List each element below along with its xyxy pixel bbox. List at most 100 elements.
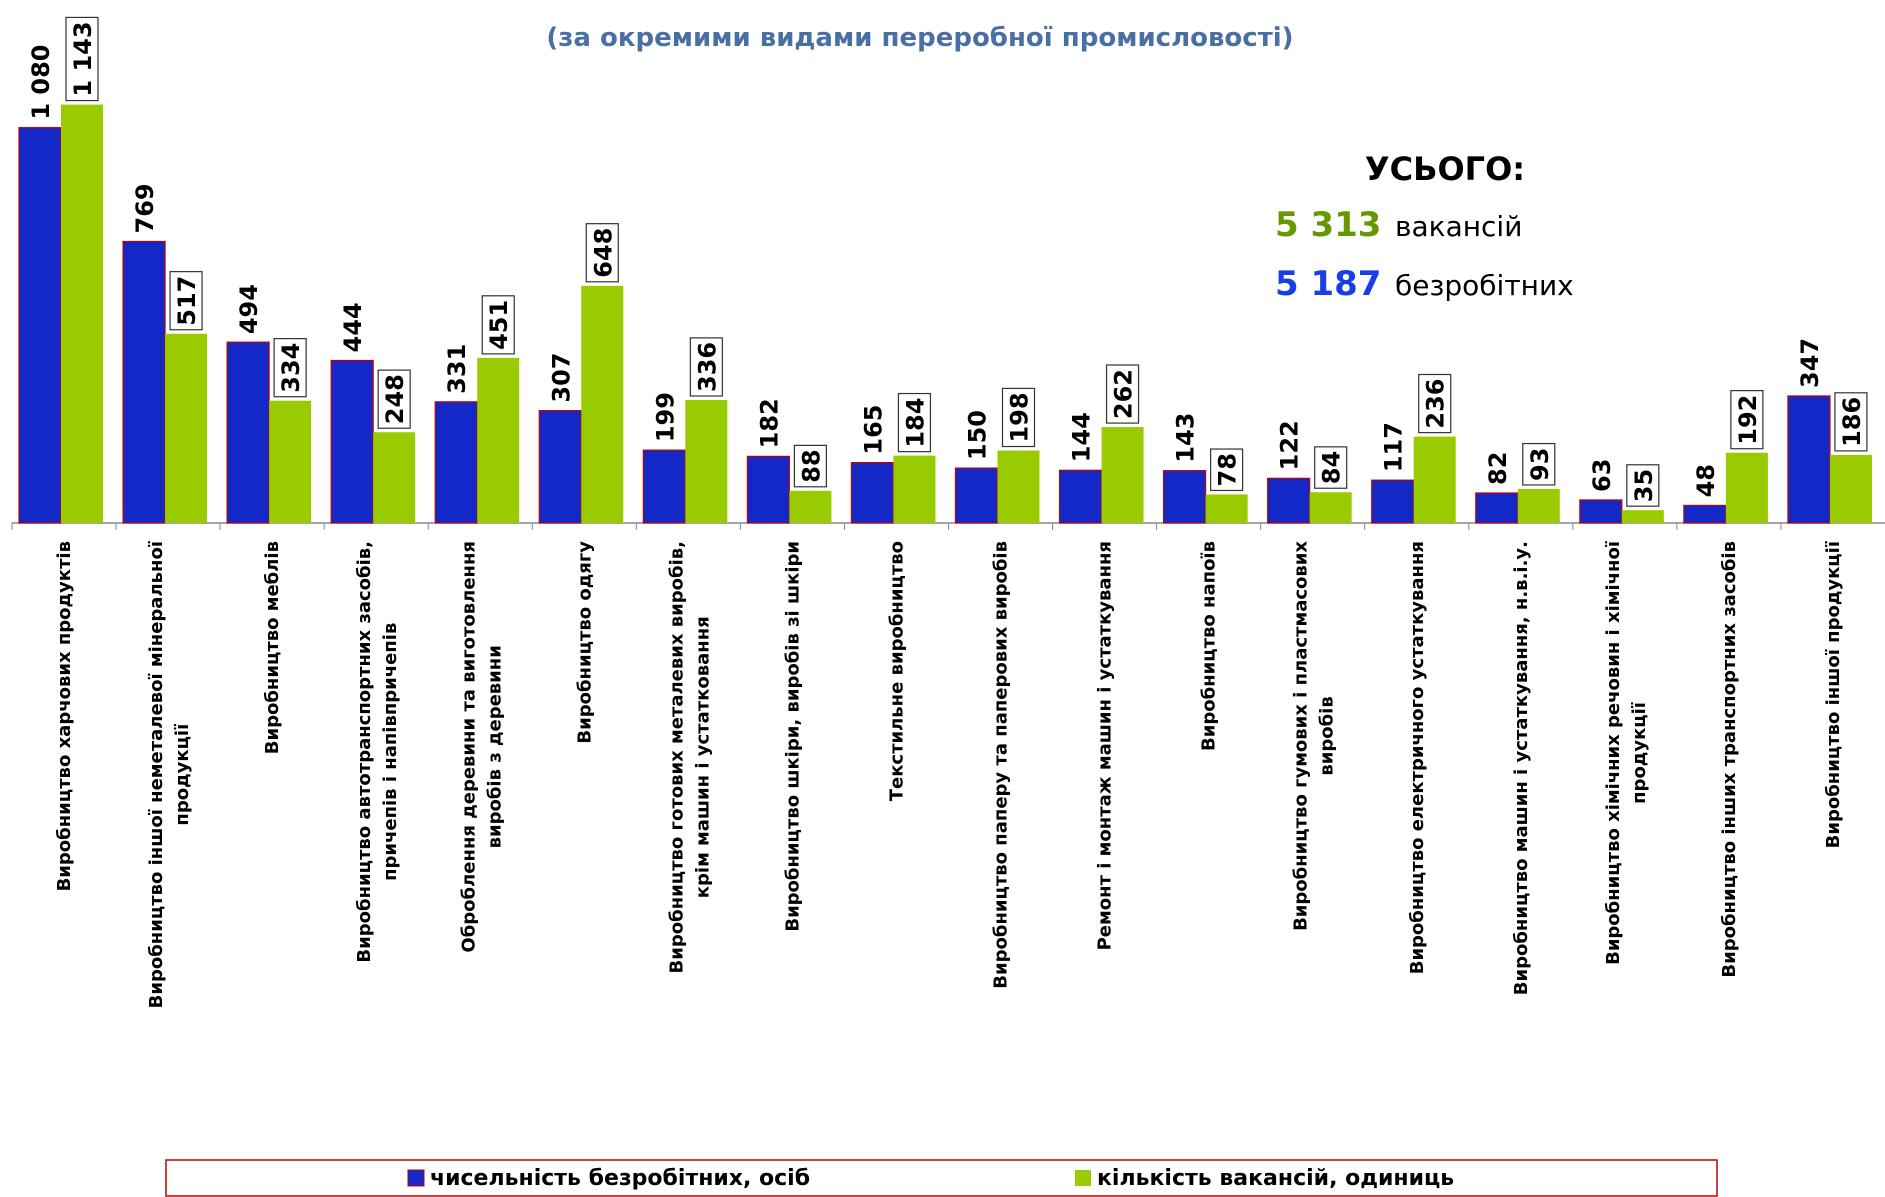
value-label: 122 xyxy=(1276,420,1304,470)
value-label-box xyxy=(1105,364,1140,424)
bar xyxy=(642,449,686,524)
category-label: Виробництво інших транспортних засобів xyxy=(1719,541,1740,978)
category-label: Виробництво машин і устаткування, н.в.і.… xyxy=(1511,541,1532,995)
bar xyxy=(1517,488,1560,523)
bar xyxy=(1829,454,1872,523)
value-label: 199 xyxy=(651,392,679,442)
legend-box xyxy=(165,1159,1718,1197)
bar xyxy=(997,450,1040,523)
category-label: Виробництво гумових і пластмасових виробі… xyxy=(1291,541,1338,931)
chart-subtitle: (за окремими видами переробної промислов… xyxy=(546,23,1293,53)
bar xyxy=(477,357,520,523)
value-label: 248 xyxy=(381,374,409,424)
category-label-text: Виробництво електричного устаткування xyxy=(1407,541,1428,974)
value-label-box xyxy=(65,16,99,102)
bar xyxy=(330,359,374,524)
bar xyxy=(269,400,312,523)
bar xyxy=(1413,436,1456,523)
value-label: 336 xyxy=(693,342,721,392)
category-label-text: Виробництво одягу xyxy=(574,541,595,744)
value-label: 769 xyxy=(131,183,159,233)
value-label: 48 xyxy=(1692,464,1720,497)
value-label: 78 xyxy=(1214,453,1242,486)
bar xyxy=(1621,510,1664,523)
category-label: Виробництво меблів xyxy=(262,541,283,754)
value-label: 82 xyxy=(1484,452,1512,485)
category-label-text: Виробництво харчових продуктів xyxy=(54,541,75,891)
value-label-box xyxy=(169,271,203,331)
bar xyxy=(1725,452,1768,523)
bar xyxy=(1371,479,1415,524)
bar xyxy=(581,285,624,523)
bar xyxy=(18,127,62,524)
value-label: 648 xyxy=(589,228,617,278)
legend-swatch xyxy=(1075,1170,1091,1186)
category-label-text: Виробництво паперу та паперових виробів xyxy=(991,541,1012,989)
bar xyxy=(165,333,208,523)
bar xyxy=(850,461,895,524)
totals-title: УСЬОГО: xyxy=(1365,150,1525,188)
bar xyxy=(373,432,416,523)
category-label: Виробництво харчових продуктів xyxy=(54,541,75,891)
value-label: 144 xyxy=(1068,412,1096,462)
value-label: 198 xyxy=(1006,392,1034,442)
value-label-box xyxy=(689,337,723,397)
category-label-text: Виробництво гумових і пластмасових виробі… xyxy=(1291,541,1338,931)
bar xyxy=(1683,504,1727,524)
category-label: Оброблення деревини та виготовлення вироб… xyxy=(458,541,505,953)
value-label-box xyxy=(897,392,932,453)
value-label-box xyxy=(1522,442,1556,486)
category-label: Ремонт і монтаж машин і устаткування xyxy=(1095,541,1116,950)
value-label: 347 xyxy=(1796,338,1824,388)
value-label: 143 xyxy=(1172,413,1200,463)
bar xyxy=(685,400,728,523)
category-label-text: Виробництво шкіри, виробів зі шкіри xyxy=(782,541,803,932)
value-label: 1 143 xyxy=(69,21,97,96)
legend-label: кількість вакансій, одиниць xyxy=(1097,1166,1454,1191)
bar xyxy=(1205,494,1248,523)
category-label-text: Виробництво іншої неметалевої мінерально… xyxy=(146,541,193,1008)
category-label: Виробництво іншої неметалевої мінерально… xyxy=(146,541,193,1008)
category-label: Текстильне виробництво xyxy=(886,541,907,801)
bar xyxy=(538,410,582,524)
value-label: 1 080 xyxy=(27,44,55,119)
bar xyxy=(954,467,999,524)
legend-swatch xyxy=(407,1169,425,1187)
value-label-box xyxy=(273,338,307,398)
value-label: 150 xyxy=(964,410,992,460)
value-label: 444 xyxy=(339,302,367,352)
value-label: 517 xyxy=(173,276,201,326)
value-label-box xyxy=(1418,373,1452,434)
value-label-box xyxy=(1834,392,1868,452)
bar xyxy=(1058,469,1103,524)
category-label: Виробництво напоїв xyxy=(1199,541,1220,751)
value-label-box xyxy=(1730,390,1764,450)
bar xyxy=(226,341,270,524)
bar xyxy=(1309,492,1352,523)
value-label-box xyxy=(377,369,411,429)
bar xyxy=(1787,395,1831,524)
value-label: 494 xyxy=(235,284,263,334)
bar xyxy=(1267,477,1311,524)
value-label: 165 xyxy=(859,404,887,454)
value-label: 192 xyxy=(1734,395,1762,445)
bar xyxy=(1163,470,1207,524)
value-label: 63 xyxy=(1588,459,1616,492)
category-label-text: Ремонт і монтаж машин і устаткування xyxy=(1095,541,1116,950)
value-label: 84 xyxy=(1318,451,1346,484)
category-label: Виробництво хімічних речовин і хімічної п… xyxy=(1603,541,1650,965)
category-label-text: Оброблення деревини та виготовлення вироб… xyxy=(458,541,505,953)
value-label: 307 xyxy=(547,353,575,403)
category-label: Виробництво автотранспортних засобів, при… xyxy=(354,541,401,963)
bar xyxy=(61,104,103,524)
value-label: 236 xyxy=(1422,378,1450,428)
category-label-text: Виробництво меблів xyxy=(262,541,283,754)
value-label-box xyxy=(585,223,619,283)
value-label: 117 xyxy=(1380,422,1408,472)
total-unemployed: 5 187 xyxy=(1275,264,1381,304)
value-label: 35 xyxy=(1630,469,1658,502)
value-label: 451 xyxy=(485,300,513,350)
category-label-text: Виробництво автотранспортних засобів, при… xyxy=(354,541,401,963)
category-label-text: Виробництво машин і устаткування, н.в.і.… xyxy=(1511,541,1532,995)
value-label: 262 xyxy=(1110,369,1138,419)
